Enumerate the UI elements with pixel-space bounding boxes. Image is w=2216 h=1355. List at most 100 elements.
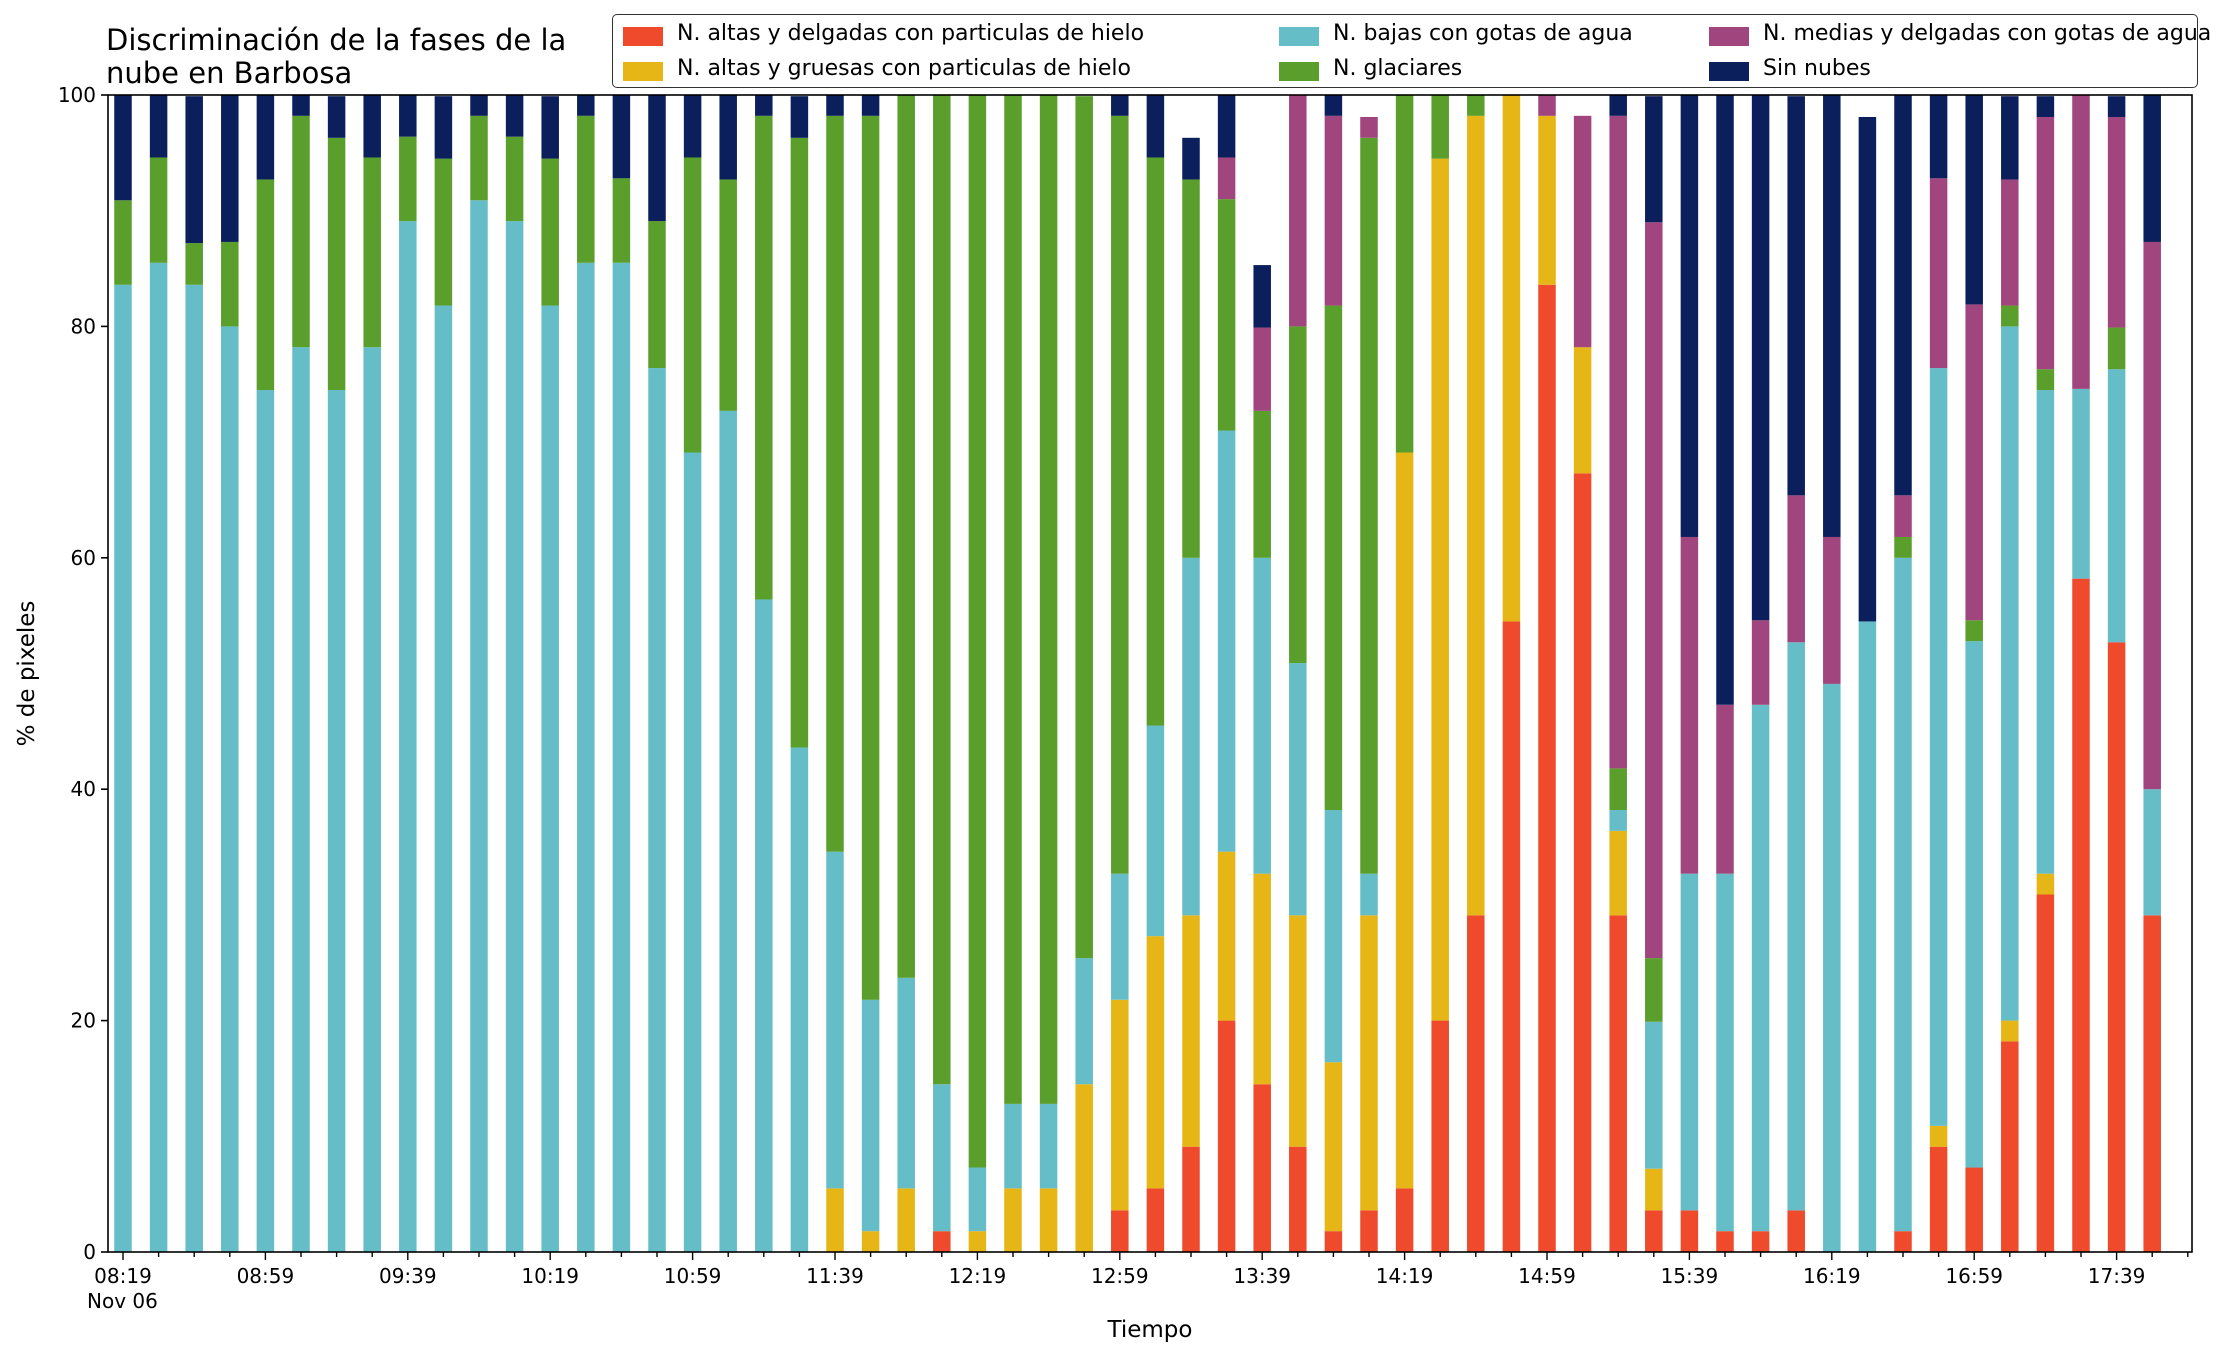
- legend-swatch-sin-nubes: [1709, 62, 1749, 81]
- bar-segment-1259-s2: [1111, 873, 1129, 1000]
- bar-segment-1449-s1: [1502, 95, 1521, 622]
- bar-segment-1339-s1: [1253, 873, 1271, 1085]
- bar-segment-1409-s1: [1360, 915, 1378, 1211]
- bar-segment-1259-s1: [1111, 999, 1129, 1211]
- bar-segment-1059-s3: [683, 157, 702, 453]
- bar-segment-1519-s4: [1609, 115, 1627, 769]
- bar-segment-1619-s2: [1823, 683, 1841, 1252]
- bar-segment-1339-s2: [1253, 557, 1271, 874]
- bar-segment-1409-s2: [1360, 873, 1378, 916]
- bar-segment-1749-s4: [2143, 241, 2161, 790]
- bar-segment-1339-s3: [1253, 410, 1271, 558]
- bar-segment-1639-s5: [1894, 95, 1912, 496]
- bar-segment-1419-s1: [1395, 452, 1414, 1189]
- bar-segment-1529-s5: [1645, 96, 1663, 223]
- bar-segment-1209-s0: [933, 1231, 951, 1252]
- bar-segment-1659-s4: [1965, 304, 1983, 621]
- bar-segment-0919-s2: [327, 390, 346, 1252]
- bar-segment-1309-s1: [1146, 936, 1165, 1189]
- bar-segment-1359-s2: [1324, 810, 1343, 1063]
- bar-segment-1709-s1: [2001, 1020, 2019, 1042]
- bar-segment-1649-s2: [1929, 368, 1948, 1126]
- x-tick-label: 10:19: [521, 1264, 579, 1288]
- bar-segment-1129-s3: [790, 137, 809, 748]
- bar-segment-0909-s5: [292, 95, 310, 116]
- bar-segment-0909-s2: [292, 347, 310, 1253]
- bar-segment-1049-s3: [648, 221, 666, 369]
- x-axis-title: Tiempo: [1107, 1317, 1193, 1343]
- bar-segment-1209-s2: [933, 1084, 951, 1232]
- bar-segment-0949-s5: [434, 96, 453, 159]
- bar-segment-1439-s1: [1467, 115, 1485, 916]
- bar-segment-1549-s5: [1716, 95, 1734, 705]
- bar-segment-1009-s5: [505, 95, 524, 137]
- bar-segment-1729-s2: [2072, 388, 2090, 579]
- bar-segment-1129-s5: [790, 96, 809, 138]
- x-date-sublabel: Nov 06: [87, 1289, 158, 1313]
- bar-segment-1359-s4: [1324, 115, 1343, 306]
- bar-segment-1709-s4: [2001, 179, 2019, 306]
- bar-segment-1629-s2: [1858, 621, 1877, 1252]
- bar-segment-1309-s0: [1146, 1188, 1165, 1252]
- bar-segment-0819-s5: [114, 95, 132, 201]
- bar-segment-0939-s5: [399, 95, 417, 137]
- bars-layer: [114, 95, 2161, 1253]
- bar-segment-1319-s3: [1182, 179, 1200, 558]
- bar-segment-1319-s0: [1182, 1146, 1200, 1252]
- bar-segment-1549-s4: [1716, 704, 1734, 874]
- bar-segment-1329-s1: [1217, 851, 1236, 1021]
- bar-segment-1719-s3: [2036, 369, 2055, 391]
- bar-segment-1219-s1: [968, 1231, 987, 1252]
- legend-swatch-bajas-gotas: [1279, 27, 1319, 46]
- bar-segment-1659-s0: [1965, 1167, 1983, 1252]
- bar-segment-1509-s4: [1573, 115, 1592, 348]
- bar-segment-1749-s5: [2143, 95, 2161, 242]
- bar-segment-1639-s0: [1894, 1231, 1912, 1252]
- bar-segment-1249-s1: [1075, 1084, 1093, 1252]
- bar-segment-1339-s5: [1253, 265, 1271, 328]
- bar-segment-1339-s0: [1253, 1084, 1271, 1252]
- x-tick-label: 14:59: [1518, 1264, 1576, 1288]
- bar-segment-1609-s5: [1787, 96, 1805, 496]
- bar-segment-0949-s3: [434, 158, 453, 306]
- bar-segment-1619-s5: [1823, 95, 1841, 537]
- bar-segment-1559-s2: [1751, 704, 1770, 1232]
- bar-segment-1409-s0: [1360, 1210, 1378, 1252]
- bar-segment-1019-s5: [541, 96, 559, 159]
- bar-segment-0929-s3: [363, 157, 381, 348]
- bar-segment-0839-s3: [185, 243, 203, 285]
- bar-segment-1149-s3: [861, 115, 880, 1000]
- plot-frame: [107, 94, 2193, 1253]
- bar-segment-1249-s3: [1075, 96, 1093, 959]
- legend-swatch-medias-delgadas: [1709, 27, 1749, 46]
- bar-segment-1519-s0: [1609, 915, 1627, 1252]
- bar-segment-1039-s2: [612, 262, 631, 1252]
- legend-swatch-altas-delgadas: [623, 27, 663, 46]
- bar-segment-1159-s2: [897, 977, 915, 1189]
- bar-segment-1249-s2: [1075, 958, 1093, 1085]
- legend-swatch-glaciares: [1279, 62, 1319, 81]
- bar-segment-1329-s5: [1217, 95, 1236, 158]
- bar-segment-1159-s3: [897, 95, 915, 978]
- bar-segment-1629-s5: [1858, 116, 1877, 622]
- bar-segment-1719-s2: [2036, 390, 2055, 874]
- chart-legend: N. altas y delgadas con particulas de hi…: [612, 14, 2211, 88]
- bar-segment-1559-s4: [1751, 620, 1770, 705]
- bar-segment-1359-s5: [1324, 95, 1343, 116]
- bar-segment-1659-s2: [1965, 641, 1983, 1168]
- bar-segment-1739-s0: [2107, 642, 2126, 1252]
- bar-segment-1229-s2: [1004, 1103, 1022, 1189]
- bar-segment-1429-s3: [1431, 95, 1449, 159]
- bar-segment-1109-s5: [719, 95, 737, 180]
- bar-segment-1119-s3: [755, 115, 773, 600]
- bar-segment-1559-s5: [1751, 95, 1770, 621]
- bar-segment-1359-s3: [1324, 305, 1343, 811]
- bar-segment-1719-s0: [2036, 894, 2055, 1252]
- bar-segment-1709-s3: [2001, 305, 2019, 327]
- bar-segment-0829-s5: [149, 95, 168, 158]
- bar-segment-1019-s2: [541, 305, 559, 1252]
- bar-segment-1359-s1: [1324, 1062, 1343, 1232]
- bar-segment-1529-s2: [1645, 1021, 1663, 1169]
- bar-segment-1729-s4: [2072, 95, 2090, 389]
- bar-segment-1259-s3: [1111, 115, 1129, 874]
